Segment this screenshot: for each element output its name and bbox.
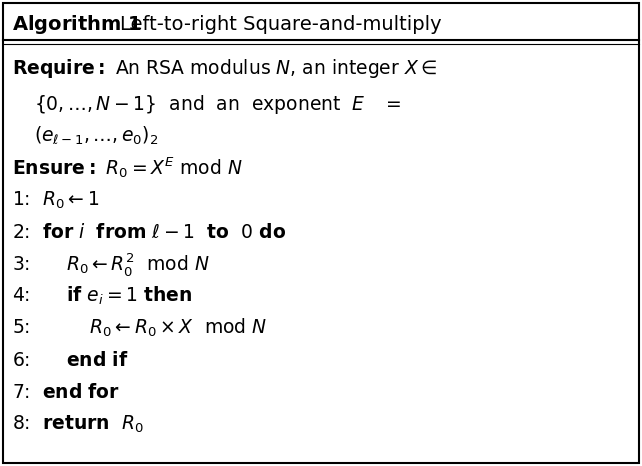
Text: 4:      $\mathbf{if}\ e_i = 1\ \mathbf{then}$: 4: $\mathbf{if}\ e_i = 1\ \mathbf{then}$	[12, 285, 193, 307]
Text: $(e_{\ell-1},\ldots,e_0)_2$: $(e_{\ell-1},\ldots,e_0)_2$	[34, 125, 159, 147]
Text: 5:          $R_0 \leftarrow R_0 \times X\ \ \mathrm{mod}\ N$: 5: $R_0 \leftarrow R_0 \times X\ \ \math…	[12, 317, 267, 339]
Text: Left-to-right Square-and-multiply: Left-to-right Square-and-multiply	[120, 14, 442, 34]
Text: 3:      $R_0 \leftarrow R_0^2\ \ \mathrm{mod}\ N$: 3: $R_0 \leftarrow R_0^2\ \ \mathrm{mod}…	[12, 251, 210, 277]
Text: $\mathbf{Require:}$ An RSA modulus $N$, an integer $X \in$: $\mathbf{Require:}$ An RSA modulus $N$, …	[12, 56, 437, 80]
Text: 7:  $\mathbf{end\ for}$: 7: $\mathbf{end\ for}$	[12, 383, 120, 402]
Text: $\mathbf{Algorithm\ 1}$: $\mathbf{Algorithm\ 1}$	[12, 13, 141, 35]
Text: $\{0,\ldots,N-1\}$  and  an  exponent  $E\quad=$: $\{0,\ldots,N-1\}$ and an exponent $E\qu…	[34, 92, 401, 116]
Text: $\mathbf{Ensure:}\ R_0 = X^E\ \mathrm{mod}\ N$: $\mathbf{Ensure:}\ R_0 = X^E\ \mathrm{mo…	[12, 156, 243, 180]
Text: 1:  $R_0 \leftarrow 1$: 1: $R_0 \leftarrow 1$	[12, 189, 100, 211]
Text: 2:  $\mathbf{for}\ i\ \ \mathbf{from}\ \ell-1\ \ \mathbf{to}\ \ 0\ \mathbf{do}$: 2: $\mathbf{for}\ i\ \ \mathbf{from}\ \e…	[12, 222, 286, 241]
Text: 6:      $\mathbf{end\ if}$: 6: $\mathbf{end\ if}$	[12, 350, 128, 370]
Text: 8:  $\mathbf{return}\ \ R_0$: 8: $\mathbf{return}\ \ R_0$	[12, 413, 144, 435]
